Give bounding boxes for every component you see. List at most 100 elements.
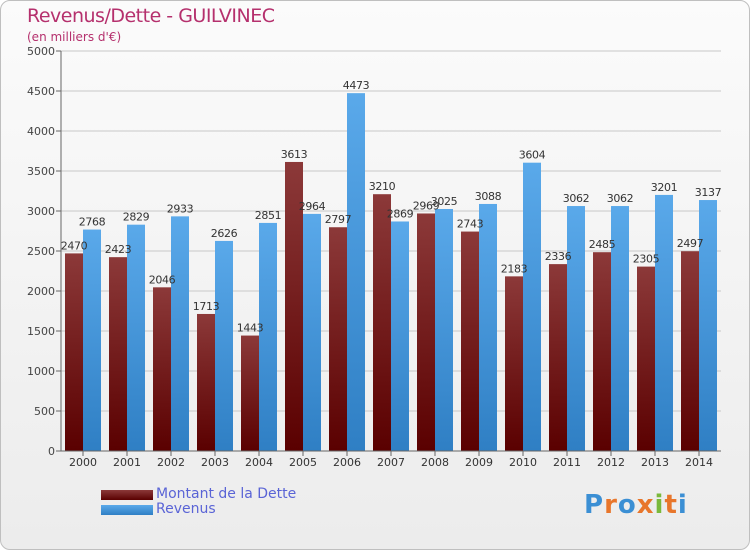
data-label-debt: 2470	[61, 239, 88, 252]
data-label-revenue: 2626	[211, 227, 238, 240]
bar-revenue	[391, 221, 409, 451]
legend-label-debt: Montant de la Dette	[156, 486, 297, 502]
y-tick-label: 1500	[27, 325, 55, 338]
x-tick-label: 2002	[157, 456, 185, 469]
y-tick-label: 2500	[27, 245, 55, 258]
x-tick-label: 2007	[377, 456, 405, 469]
bar-revenue	[303, 213, 321, 451]
x-tick-label: 2012	[597, 456, 625, 469]
x-tick-label: 2004	[245, 456, 273, 469]
bar-revenue	[215, 240, 233, 451]
chart-subtitle: (en milliers d'€)	[27, 30, 122, 44]
y-tick-label: 5000	[27, 45, 55, 58]
x-tick-label: 2013	[641, 456, 669, 469]
logo-letter: i	[677, 490, 688, 520]
logo-letter: i	[654, 490, 665, 520]
bar-debt	[197, 313, 215, 451]
x-tick-label: 2014	[685, 456, 713, 469]
data-label-debt: 3210	[369, 180, 396, 193]
bar-debt	[65, 253, 83, 451]
x-tick-label: 2010	[509, 456, 537, 469]
bar-debt	[461, 231, 479, 451]
data-label-revenue: 2768	[79, 216, 106, 229]
bar-debt	[109, 257, 127, 451]
data-label-revenue: 2869	[387, 207, 414, 220]
data-label-revenue: 3062	[563, 192, 589, 205]
bar-revenue	[259, 222, 277, 451]
legend-swatch-revenue	[101, 505, 153, 515]
bar-debt	[681, 251, 699, 451]
logo-letter: r	[604, 490, 618, 520]
data-label-revenue: 2964	[299, 200, 326, 213]
data-label-debt: 2797	[325, 213, 352, 226]
bar-revenue	[699, 200, 717, 451]
legend-label-revenue: Revenus	[156, 501, 216, 517]
data-label-debt: 2497	[677, 237, 704, 250]
data-label-revenue: 3201	[651, 181, 677, 194]
bar-debt	[153, 287, 171, 451]
bar-revenue	[127, 224, 145, 451]
bar-revenue	[655, 194, 673, 452]
data-label-debt: 3613	[281, 148, 308, 161]
bar-revenue	[479, 203, 497, 451]
chart-title: Revenus/Dette - GUILVINEC	[27, 5, 275, 27]
logo-letter: P	[584, 490, 605, 520]
data-label-debt: 2336	[545, 250, 572, 263]
data-label-debt: 2743	[457, 218, 484, 231]
bar-debt	[329, 227, 347, 451]
x-tick-label: 2005	[289, 456, 317, 469]
data-label-debt: 1443	[237, 322, 264, 335]
data-label-revenue: 3137	[695, 186, 722, 199]
bar-revenue	[523, 162, 541, 451]
data-label-debt: 2969	[413, 199, 440, 212]
data-label-revenue: 3025	[431, 195, 458, 208]
bar-debt	[637, 266, 655, 451]
data-label-debt: 2046	[149, 273, 176, 286]
y-tick-label: 4000	[27, 125, 55, 138]
bar-debt	[285, 161, 303, 451]
bar-revenue	[83, 229, 101, 451]
data-label-revenue: 4473	[343, 79, 370, 92]
data-label-revenue: 3088	[475, 190, 502, 203]
x-tick-label: 2006	[333, 456, 361, 469]
data-label-revenue: 2933	[167, 202, 194, 215]
y-tick-label: 4500	[27, 85, 55, 98]
bar-revenue	[171, 216, 189, 451]
legend-swatch-debt	[101, 490, 153, 500]
bar-debt	[593, 252, 611, 451]
data-label-debt: 2423	[105, 243, 132, 256]
x-tick-label: 2011	[553, 456, 581, 469]
x-tick-label: 2009	[465, 456, 493, 469]
bar-revenue	[347, 93, 365, 451]
data-label-revenue: 2851	[255, 209, 281, 222]
x-tick-label: 2003	[201, 456, 229, 469]
y-tick-label: 1000	[27, 365, 55, 378]
bar-debt	[549, 264, 567, 451]
bar-revenue	[567, 206, 585, 451]
x-tick-label: 2000	[69, 456, 97, 469]
data-label-debt: 2485	[589, 238, 616, 251]
x-tick-label: 2008	[421, 456, 449, 469]
bar-debt	[373, 194, 391, 451]
data-label-revenue: 2829	[123, 211, 150, 224]
proxiti-logo: Proxiti	[584, 490, 688, 520]
logo-letter: o	[617, 490, 637, 520]
y-tick-label: 500	[34, 405, 55, 418]
y-tick-label: 2000	[27, 285, 55, 298]
data-label-debt: 2305	[633, 253, 660, 266]
logo-letter: t	[664, 490, 678, 520]
data-label-debt: 2183	[501, 262, 528, 275]
bar-debt	[505, 276, 523, 451]
y-tick-label: 3500	[27, 165, 55, 178]
logo-letter: x	[636, 490, 655, 520]
data-label-debt: 1713	[193, 300, 220, 313]
bar-revenue	[435, 209, 453, 451]
data-label-revenue: 3604	[519, 149, 546, 162]
y-tick-label: 3000	[27, 205, 55, 218]
bar-debt	[417, 213, 435, 451]
bar-debt	[241, 335, 259, 451]
data-label-revenue: 3062	[607, 192, 633, 205]
x-tick-label: 2001	[113, 456, 141, 469]
